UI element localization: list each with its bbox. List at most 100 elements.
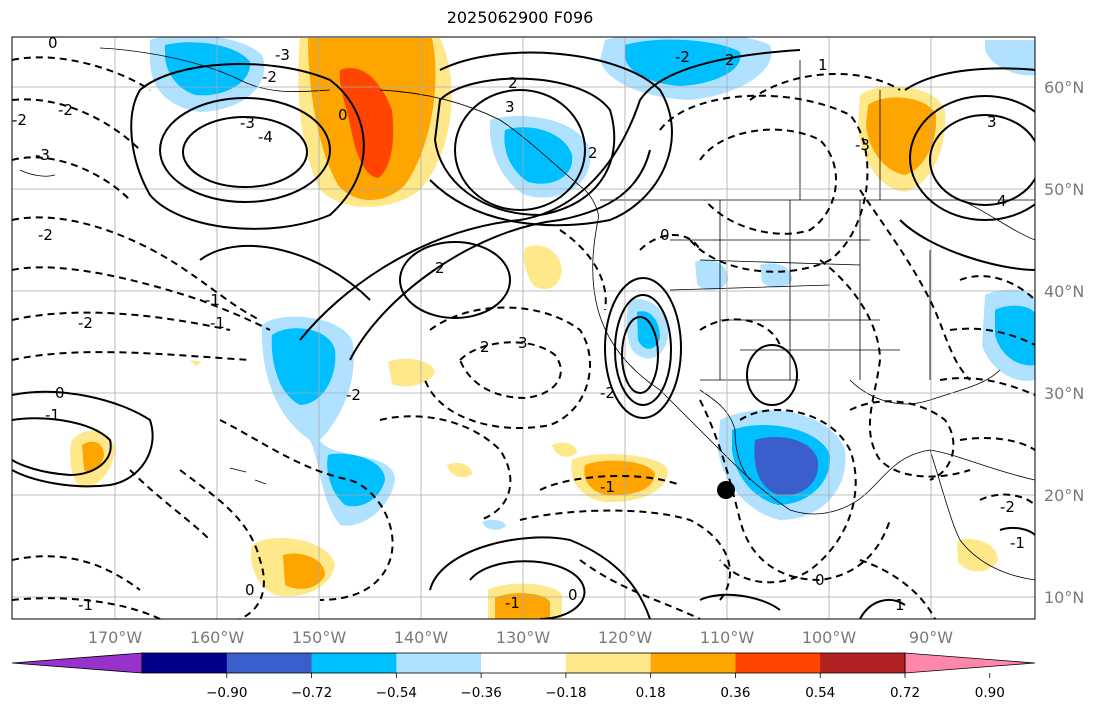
negative-anomaly-region	[504, 127, 573, 184]
lon-label: 120°W	[598, 628, 653, 647]
lon-label: 140°W	[394, 628, 449, 647]
contour-label: -1	[505, 594, 520, 612]
colorbar-segment	[481, 653, 567, 673]
contour-label: -1	[78, 596, 93, 614]
contour-label: -2	[346, 386, 361, 404]
lon-label: 150°W	[292, 628, 347, 647]
negative-anomaly-region	[271, 328, 336, 405]
colorbar-segment	[735, 653, 821, 673]
negative-anomaly-region	[625, 39, 741, 86]
contour-label: 0	[660, 226, 670, 244]
contour-label: -3	[855, 136, 870, 154]
positive-anomaly-region	[584, 460, 655, 496]
lon-label: 160°W	[190, 628, 245, 647]
contour-label: 2	[725, 51, 735, 69]
colorbar-outline	[141, 652, 906, 674]
lon-label: 100°W	[802, 628, 857, 647]
contour-label: -1	[1010, 534, 1025, 552]
contour-labels: -3 -2 2 3 -2 0 -3 -4 -3 -2 -1 -2 -1 0 2 …	[12, 34, 1025, 614]
negative-anomaly-region	[482, 519, 506, 530]
contour-label: -2	[675, 48, 690, 66]
contour-label: 0	[338, 106, 348, 124]
longitude-labels: 170°W 160°W 150°W 140°W 130°W 120°W 110°…	[88, 628, 953, 647]
contour-label: 2	[508, 74, 518, 92]
colorbar-segment	[650, 653, 736, 673]
colorbar-tick-label: −0.54	[376, 685, 417, 701]
positive-anomaly-region	[447, 462, 472, 478]
contour-label: -3	[240, 114, 255, 132]
contour-label: 2	[480, 338, 490, 356]
lon-label: 90°W	[909, 628, 953, 647]
contour-label: 0	[245, 581, 255, 599]
negative-anomaly-region	[760, 263, 792, 288]
colorbar-tick-label: 0.36	[720, 685, 750, 701]
contour-label: 0	[48, 34, 58, 52]
negative-anomaly-region	[754, 436, 819, 496]
contour-label: -1	[205, 291, 220, 309]
positive-anomaly-region	[866, 97, 937, 175]
contour-label: 2	[435, 259, 445, 277]
location-marker	[717, 481, 735, 499]
contour-label: 0	[815, 571, 825, 589]
contour-label: 0	[568, 586, 578, 604]
positive-anomaly-region	[552, 442, 577, 457]
map-area: -3 -2 2 3 -2 0 -3 -4 -3 -2 -1 -2 -1 0 2 …	[12, 34, 1035, 619]
colorbar-tick-label: 0.72	[890, 685, 920, 701]
colorbar-segment	[226, 653, 313, 673]
lat-label: 40°N	[1044, 282, 1084, 301]
contour-label: 1	[818, 56, 828, 74]
colorbar-tick-label: 0.90	[975, 685, 1005, 701]
map-frame	[11, 36, 1036, 620]
lat-label: 50°N	[1044, 180, 1084, 199]
contour-label: 3	[987, 113, 997, 131]
negative-anomaly-region	[985, 40, 1035, 76]
colorbar-tick-label: −0.18	[545, 685, 586, 701]
latitude-labels: 60°N 50°N 40°N 30°N 20°N 10°N	[1044, 78, 1084, 607]
lon-label: 130°W	[496, 628, 551, 647]
colorbar-tick-label: 0.54	[805, 685, 835, 701]
contour-label: -2	[78, 314, 93, 332]
colorbar-segment	[311, 653, 397, 673]
contour-label: -1	[45, 406, 60, 424]
contour-label: -2	[38, 226, 53, 244]
colorbar-extension-high	[904, 652, 1036, 674]
positive-contours	[12, 49, 1035, 619]
colorbar-tick-label: −0.36	[460, 685, 501, 701]
colorbar-segment	[565, 653, 652, 673]
contour-label: -2	[600, 384, 615, 402]
coastlines	[19, 47, 1035, 581]
contour-label: -2	[262, 68, 277, 86]
graticule	[12, 37, 1035, 619]
lat-label: 10°N	[1044, 588, 1084, 607]
negative-contours	[12, 56, 1035, 619]
colorbar-segment	[396, 653, 482, 673]
contour-label: -2	[58, 101, 73, 119]
colorbar-tick-label: −0.72	[291, 685, 332, 701]
contour-label: 3	[505, 98, 515, 116]
lat-label: 20°N	[1044, 486, 1084, 505]
positive-anomaly-region	[495, 593, 550, 619]
positive-anomaly-region	[82, 441, 104, 473]
contour-label: -2	[1000, 498, 1015, 516]
lat-label: 60°N	[1044, 78, 1084, 97]
colorbar-segment	[820, 653, 906, 673]
positive-anomaly-region	[523, 245, 562, 290]
contour-label: -1	[600, 478, 615, 496]
positive-anomaly-region	[957, 539, 998, 572]
contour-label: 4	[997, 192, 1007, 210]
colorbar-tick-label: 0.18	[636, 685, 666, 701]
positive-anomaly-region	[283, 553, 325, 589]
colorbar: −0.90 −0.72 −0.54 −0.36 −0.18 0.18 0.36 0.54 0.7…	[11, 652, 1036, 701]
colorbar-extension-low	[11, 652, 143, 674]
contour-label: -1	[210, 314, 225, 332]
contour-label: 0	[55, 384, 65, 402]
negative-anomaly-region	[165, 42, 251, 96]
contour-label: -2	[12, 111, 27, 129]
contour-label: 1	[895, 596, 905, 614]
colorbar-tick-label: −0.90	[206, 685, 247, 701]
contour-label: -3	[275, 46, 290, 64]
contour-label: 2	[588, 144, 598, 162]
contour-label: -3	[35, 146, 50, 164]
chart-title: 2025062900 F096	[446, 8, 594, 27]
